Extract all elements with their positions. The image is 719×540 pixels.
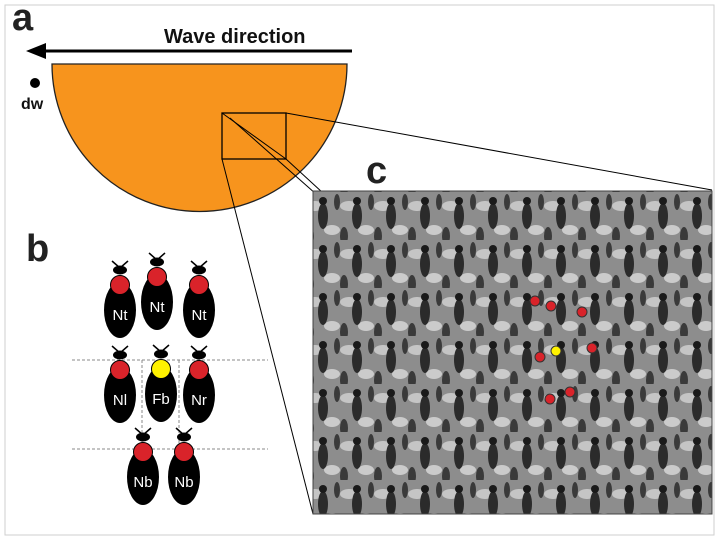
zoom-connector-mid <box>285 158 324 194</box>
bee-head <box>136 432 150 442</box>
figure-frame <box>4 4 715 536</box>
bee-head <box>177 432 191 442</box>
bee-head <box>154 349 168 359</box>
bee-thorax <box>133 442 153 462</box>
bee-head <box>113 265 127 275</box>
bee-photo <box>312 190 713 515</box>
bee-fb: Fb <box>145 344 177 422</box>
bee-label: Nt <box>150 299 166 316</box>
bee-abdomen <box>183 282 215 338</box>
bee-nb: Nb <box>168 427 200 505</box>
bee-thorax <box>174 442 194 462</box>
bee-head <box>150 257 164 267</box>
bee-label: Nb <box>133 474 152 491</box>
wave-direction-arrowhead <box>26 43 46 59</box>
panel-c-letter: c <box>366 150 387 192</box>
bee-nt: Nt <box>141 252 173 330</box>
bee-label: Nt <box>113 307 129 324</box>
marked-bee-red <box>564 386 576 398</box>
zoom-connector-bottom <box>221 158 314 515</box>
bee-abdomen <box>104 282 136 338</box>
marked-bee-red <box>544 393 556 405</box>
marked-bee-red <box>529 295 541 307</box>
marked-bee-red <box>534 351 546 363</box>
bee-diagram: Nt Nt Nt Nl Fb Nr Nb Nb <box>104 252 215 505</box>
bee-abdomen <box>104 367 136 423</box>
bee-thorax <box>189 275 209 295</box>
comb-half-disc <box>51 63 348 213</box>
bee-nt: Nt <box>183 260 215 338</box>
bee-abdomen <box>145 366 177 422</box>
bee-thorax <box>189 360 209 380</box>
bee-head <box>192 350 206 360</box>
dw-dot <box>30 78 40 88</box>
bee-label: Nl <box>113 392 127 409</box>
bee-head <box>192 265 206 275</box>
panel-b-letter: b <box>26 228 49 270</box>
bee-thorax <box>147 267 167 287</box>
bee-abdomen <box>183 367 215 423</box>
marked-bee-red <box>586 342 598 354</box>
zoom-connector-mid-2 <box>229 117 317 195</box>
marked-bee-yellow <box>550 345 562 357</box>
bee-nl: Nl <box>104 345 136 423</box>
bee-thorax <box>110 360 130 380</box>
bee-label: Fb <box>152 391 170 408</box>
marked-bee-red <box>576 306 588 318</box>
zoom-connector-top <box>285 112 713 191</box>
marked-bees <box>529 295 598 405</box>
bee-thorax <box>110 275 130 295</box>
bee-label: Nb <box>174 474 193 491</box>
bee-nt: Nt <box>104 260 136 338</box>
bee-head <box>113 350 127 360</box>
bee-nb: Nb <box>127 427 159 505</box>
zoom-box <box>221 112 287 160</box>
bee-abdomen <box>127 449 159 505</box>
bee-thorax <box>151 359 171 379</box>
bee-nr: Nr <box>183 345 215 423</box>
dw-label: dw <box>21 96 44 113</box>
panel-a-letter: a <box>12 0 34 39</box>
wave-direction-label: Wave direction <box>164 26 306 48</box>
bee-abdomen <box>168 449 200 505</box>
marked-bee-red <box>545 300 557 312</box>
bee-abdomen <box>141 274 173 330</box>
bee-label: Nr <box>191 392 207 409</box>
bee-label: Nt <box>192 307 208 324</box>
